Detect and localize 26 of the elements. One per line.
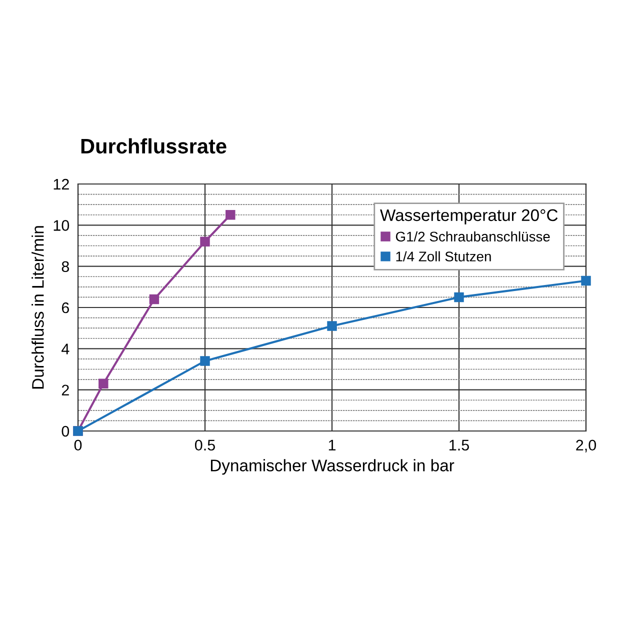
y-tick-label: 2 xyxy=(62,384,69,396)
point xyxy=(98,378,108,389)
x-tick-label: 2,0 xyxy=(576,440,596,452)
x-tick-label: 1.5 xyxy=(450,440,469,451)
point xyxy=(327,321,337,331)
point xyxy=(454,292,464,302)
point xyxy=(581,276,591,286)
x-axis-title: Dynamischer Wasserdruck in bar xyxy=(210,459,454,475)
y-tick-label: 10 xyxy=(54,220,70,231)
x-tick-label: 0 xyxy=(74,440,82,451)
point xyxy=(200,356,210,366)
x-tick-label: 0.5 xyxy=(194,440,215,451)
y-tick-label: 8 xyxy=(62,261,70,272)
legend-title: Wassertemperatur 20°C xyxy=(380,209,558,224)
y-axis-title: Durchfluss in Liter/min xyxy=(32,226,44,389)
x-tick-label: 1 xyxy=(328,440,336,450)
y-tick-label: 4 xyxy=(62,344,70,354)
point xyxy=(226,210,236,220)
y-tick-label: 0 xyxy=(62,426,70,437)
y-tick-label: 12 xyxy=(54,178,69,190)
point xyxy=(200,236,210,246)
chart-title: Durchflussrate xyxy=(81,138,226,154)
y-tick-label: 6 xyxy=(62,302,69,314)
point xyxy=(149,294,160,304)
legend-label: G1/2 Schraubanschlüsse xyxy=(396,231,550,242)
legend-label: 1/4 Zoll Stutzen xyxy=(396,251,491,262)
